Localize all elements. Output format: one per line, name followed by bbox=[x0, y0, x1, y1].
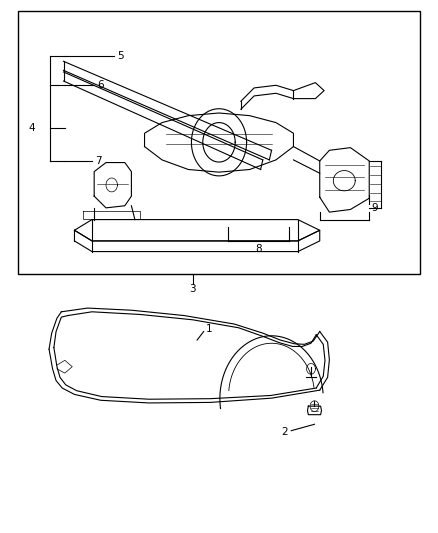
Text: 5: 5 bbox=[117, 51, 124, 61]
Text: 8: 8 bbox=[255, 245, 262, 254]
Text: 2: 2 bbox=[282, 427, 288, 437]
Text: 3: 3 bbox=[189, 284, 196, 294]
Text: 4: 4 bbox=[28, 123, 35, 133]
Text: 6: 6 bbox=[97, 80, 104, 90]
Text: 1: 1 bbox=[206, 325, 212, 334]
FancyBboxPatch shape bbox=[18, 11, 420, 274]
Text: 7: 7 bbox=[95, 156, 102, 166]
Text: 9: 9 bbox=[371, 203, 378, 213]
